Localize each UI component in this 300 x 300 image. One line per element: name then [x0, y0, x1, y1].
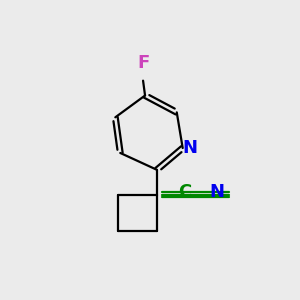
- Text: N: N: [183, 139, 198, 157]
- Text: F: F: [137, 54, 149, 72]
- Text: N: N: [210, 183, 225, 201]
- Text: C: C: [178, 183, 191, 201]
